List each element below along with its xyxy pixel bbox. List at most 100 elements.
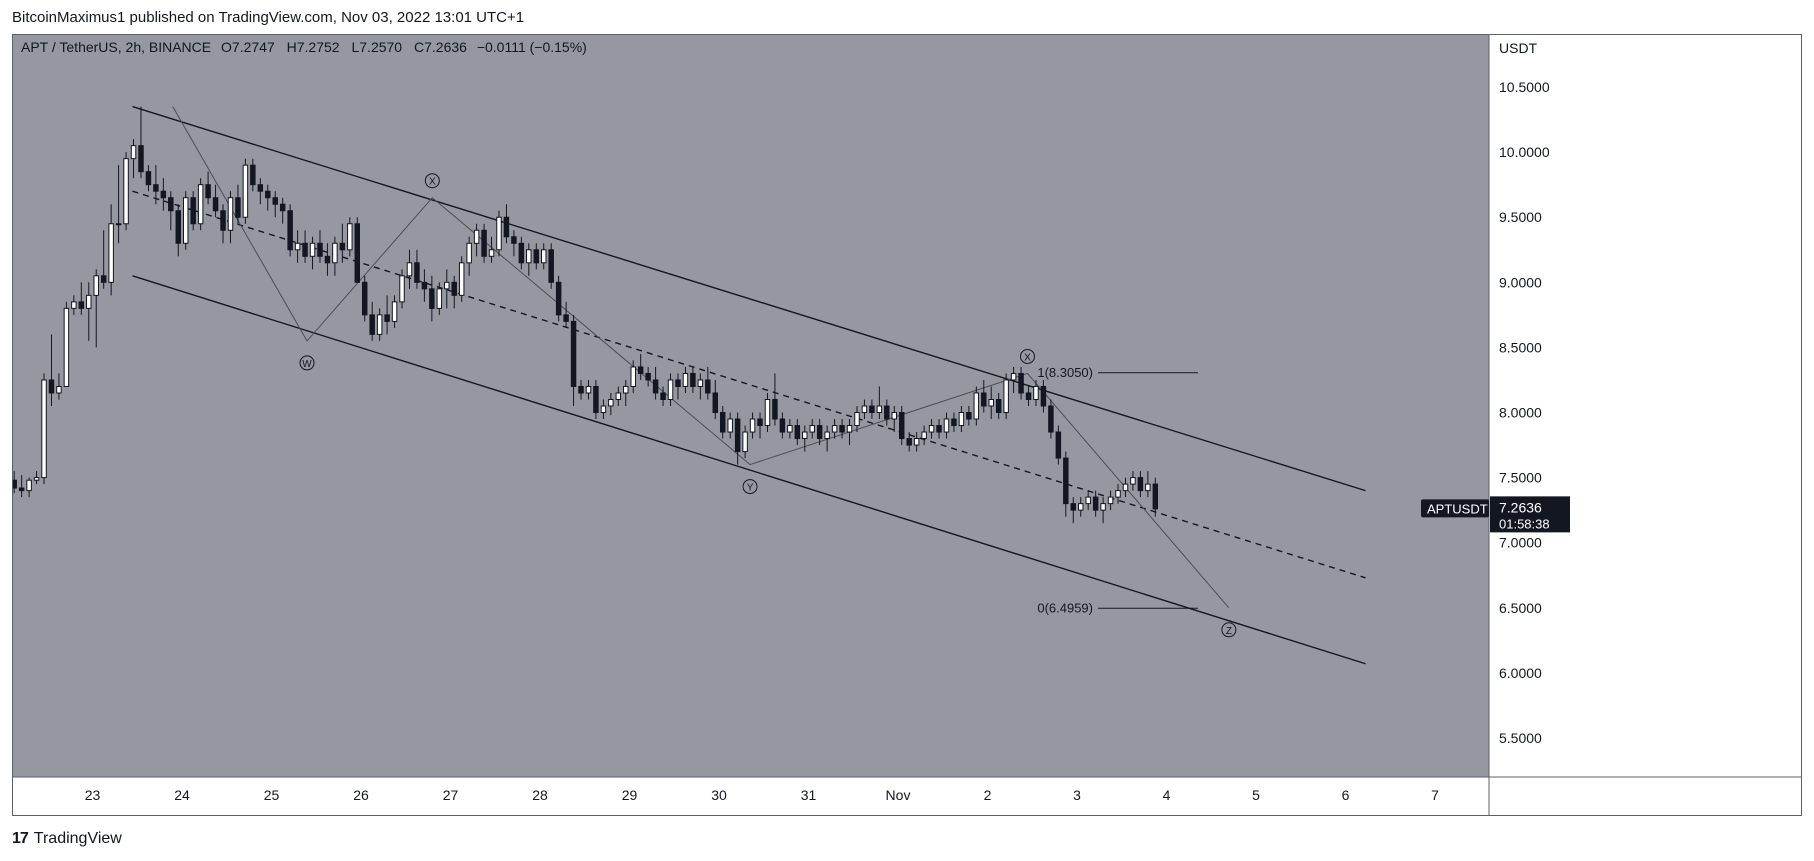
y-tick-label: 6.0000 — [1499, 665, 1542, 681]
channel-upper-line[interactable] — [132, 105, 1366, 492]
channel-lower-line[interactable] — [132, 275, 1366, 665]
candle — [33, 471, 40, 485]
candle — [794, 419, 801, 446]
candle — [690, 366, 696, 393]
candle — [988, 386, 994, 420]
candle — [391, 295, 398, 328]
candle — [719, 406, 726, 439]
svg-text:X: X — [429, 177, 436, 188]
wave-label: W — [299, 355, 315, 371]
candle — [951, 412, 957, 433]
candle — [1063, 451, 1069, 517]
candle — [884, 399, 890, 426]
candle — [660, 386, 666, 406]
candle — [824, 425, 830, 452]
candle — [205, 171, 211, 205]
candle — [675, 373, 681, 400]
candle — [361, 275, 368, 322]
candle — [414, 249, 420, 289]
candle — [600, 399, 607, 420]
candle — [861, 399, 868, 420]
badge-price: 7.2636 — [1499, 499, 1542, 515]
symbol-legend[interactable]: APT / TetherUS, 2h, BINANCE O7.2747 H7.2… — [21, 39, 587, 55]
candle — [831, 419, 838, 439]
x-tick-label: 5 — [1252, 787, 1260, 803]
x-tick-label: 23 — [85, 787, 101, 803]
candle — [212, 184, 219, 218]
candle — [242, 158, 249, 224]
candle — [928, 419, 935, 439]
candle — [1092, 490, 1099, 517]
candle — [757, 412, 763, 439]
candle — [623, 379, 629, 406]
fib-level[interactable]: 1(8.3050) — [1037, 365, 1198, 380]
candle — [384, 295, 390, 335]
svg-text:0(6.4959): 0(6.4959) — [1037, 600, 1093, 615]
candle — [160, 178, 167, 211]
candle — [93, 269, 99, 348]
y-tick-label: 5.5000 — [1499, 730, 1542, 746]
x-tick-label: 24 — [174, 787, 190, 803]
candle — [421, 269, 428, 302]
candle — [130, 139, 137, 179]
candle — [108, 204, 114, 296]
candle — [376, 308, 383, 341]
x-tick-label: 28 — [532, 787, 548, 803]
candle — [913, 432, 920, 452]
close-label: C — [414, 39, 424, 55]
x-tick-label: Nov — [886, 787, 911, 803]
chart-frame[interactable]: W X Y X Z 1(8.3050) 0(6.4959) APT / TetherUS, … — [12, 34, 1802, 816]
svg-text:1(8.3050): 1(8.3050) — [1037, 365, 1093, 380]
svg-text:X: X — [1024, 352, 1031, 363]
wave-label: X — [1020, 348, 1035, 364]
time-axis[interactable]: 23 24 25 26 27 28 29 30 31 Nov 2 3 4 5 6 7 — [85, 787, 1439, 803]
candle — [115, 165, 122, 244]
svg-text:W: W — [302, 359, 312, 370]
x-tick-label: 25 — [264, 787, 280, 803]
candle — [294, 230, 301, 263]
candle — [444, 269, 450, 309]
tradingview-brand[interactable]: 17 TradingView — [12, 830, 122, 848]
y-tick-label: 9.5000 — [1499, 209, 1542, 225]
candle — [287, 204, 293, 257]
candle — [1145, 471, 1151, 498]
candle — [637, 353, 644, 380]
candle — [257, 178, 264, 205]
wave-path[interactable] — [172, 106, 1230, 609]
candle — [1085, 490, 1091, 511]
x-tick-label: 4 — [1163, 787, 1171, 803]
y-tick-label: 10.0000 — [1499, 144, 1550, 160]
candle — [235, 184, 241, 224]
candle — [816, 419, 823, 446]
candle — [563, 301, 569, 328]
publisher-text: BitcoinMaximus1 published on TradingView… — [12, 9, 525, 26]
x-tick-label: 29 — [622, 787, 638, 803]
candle — [518, 236, 525, 270]
candle — [1055, 425, 1062, 465]
candle — [749, 412, 756, 439]
candle — [153, 165, 159, 205]
price-axis[interactable]: 10.5000 10.0000 9.5000 9.0000 8.5000 8.0000 7.… — [1499, 79, 1550, 746]
candle — [1130, 471, 1136, 491]
svg-text:Y: Y — [747, 483, 754, 494]
candle — [145, 165, 152, 192]
change-value: −0.0111 (−0.15%) — [477, 39, 587, 55]
chart-canvas[interactable]: W X Y X Z 1(8.3050) 0(6.4959) APT / TetherUS, … — [13, 35, 1801, 815]
candle — [503, 204, 510, 244]
candle — [809, 419, 815, 439]
x-tick-label: 6 — [1342, 787, 1350, 803]
candle — [1033, 379, 1039, 406]
candle — [138, 106, 144, 179]
candle — [71, 295, 77, 315]
candle — [787, 419, 793, 439]
publisher-bar: BitcoinMaximus1 published on TradingView… — [0, 0, 1814, 34]
price-pane[interactable] — [13, 35, 1489, 777]
candle — [973, 386, 980, 426]
candle — [48, 334, 55, 406]
fib-level[interactable]: 0(6.4959) — [1037, 600, 1198, 615]
candle — [279, 197, 286, 224]
badge-symbol: APTUSDT — [1427, 501, 1488, 516]
candle — [436, 282, 443, 315]
candle — [227, 191, 234, 244]
x-tick-label: 2 — [984, 787, 992, 803]
